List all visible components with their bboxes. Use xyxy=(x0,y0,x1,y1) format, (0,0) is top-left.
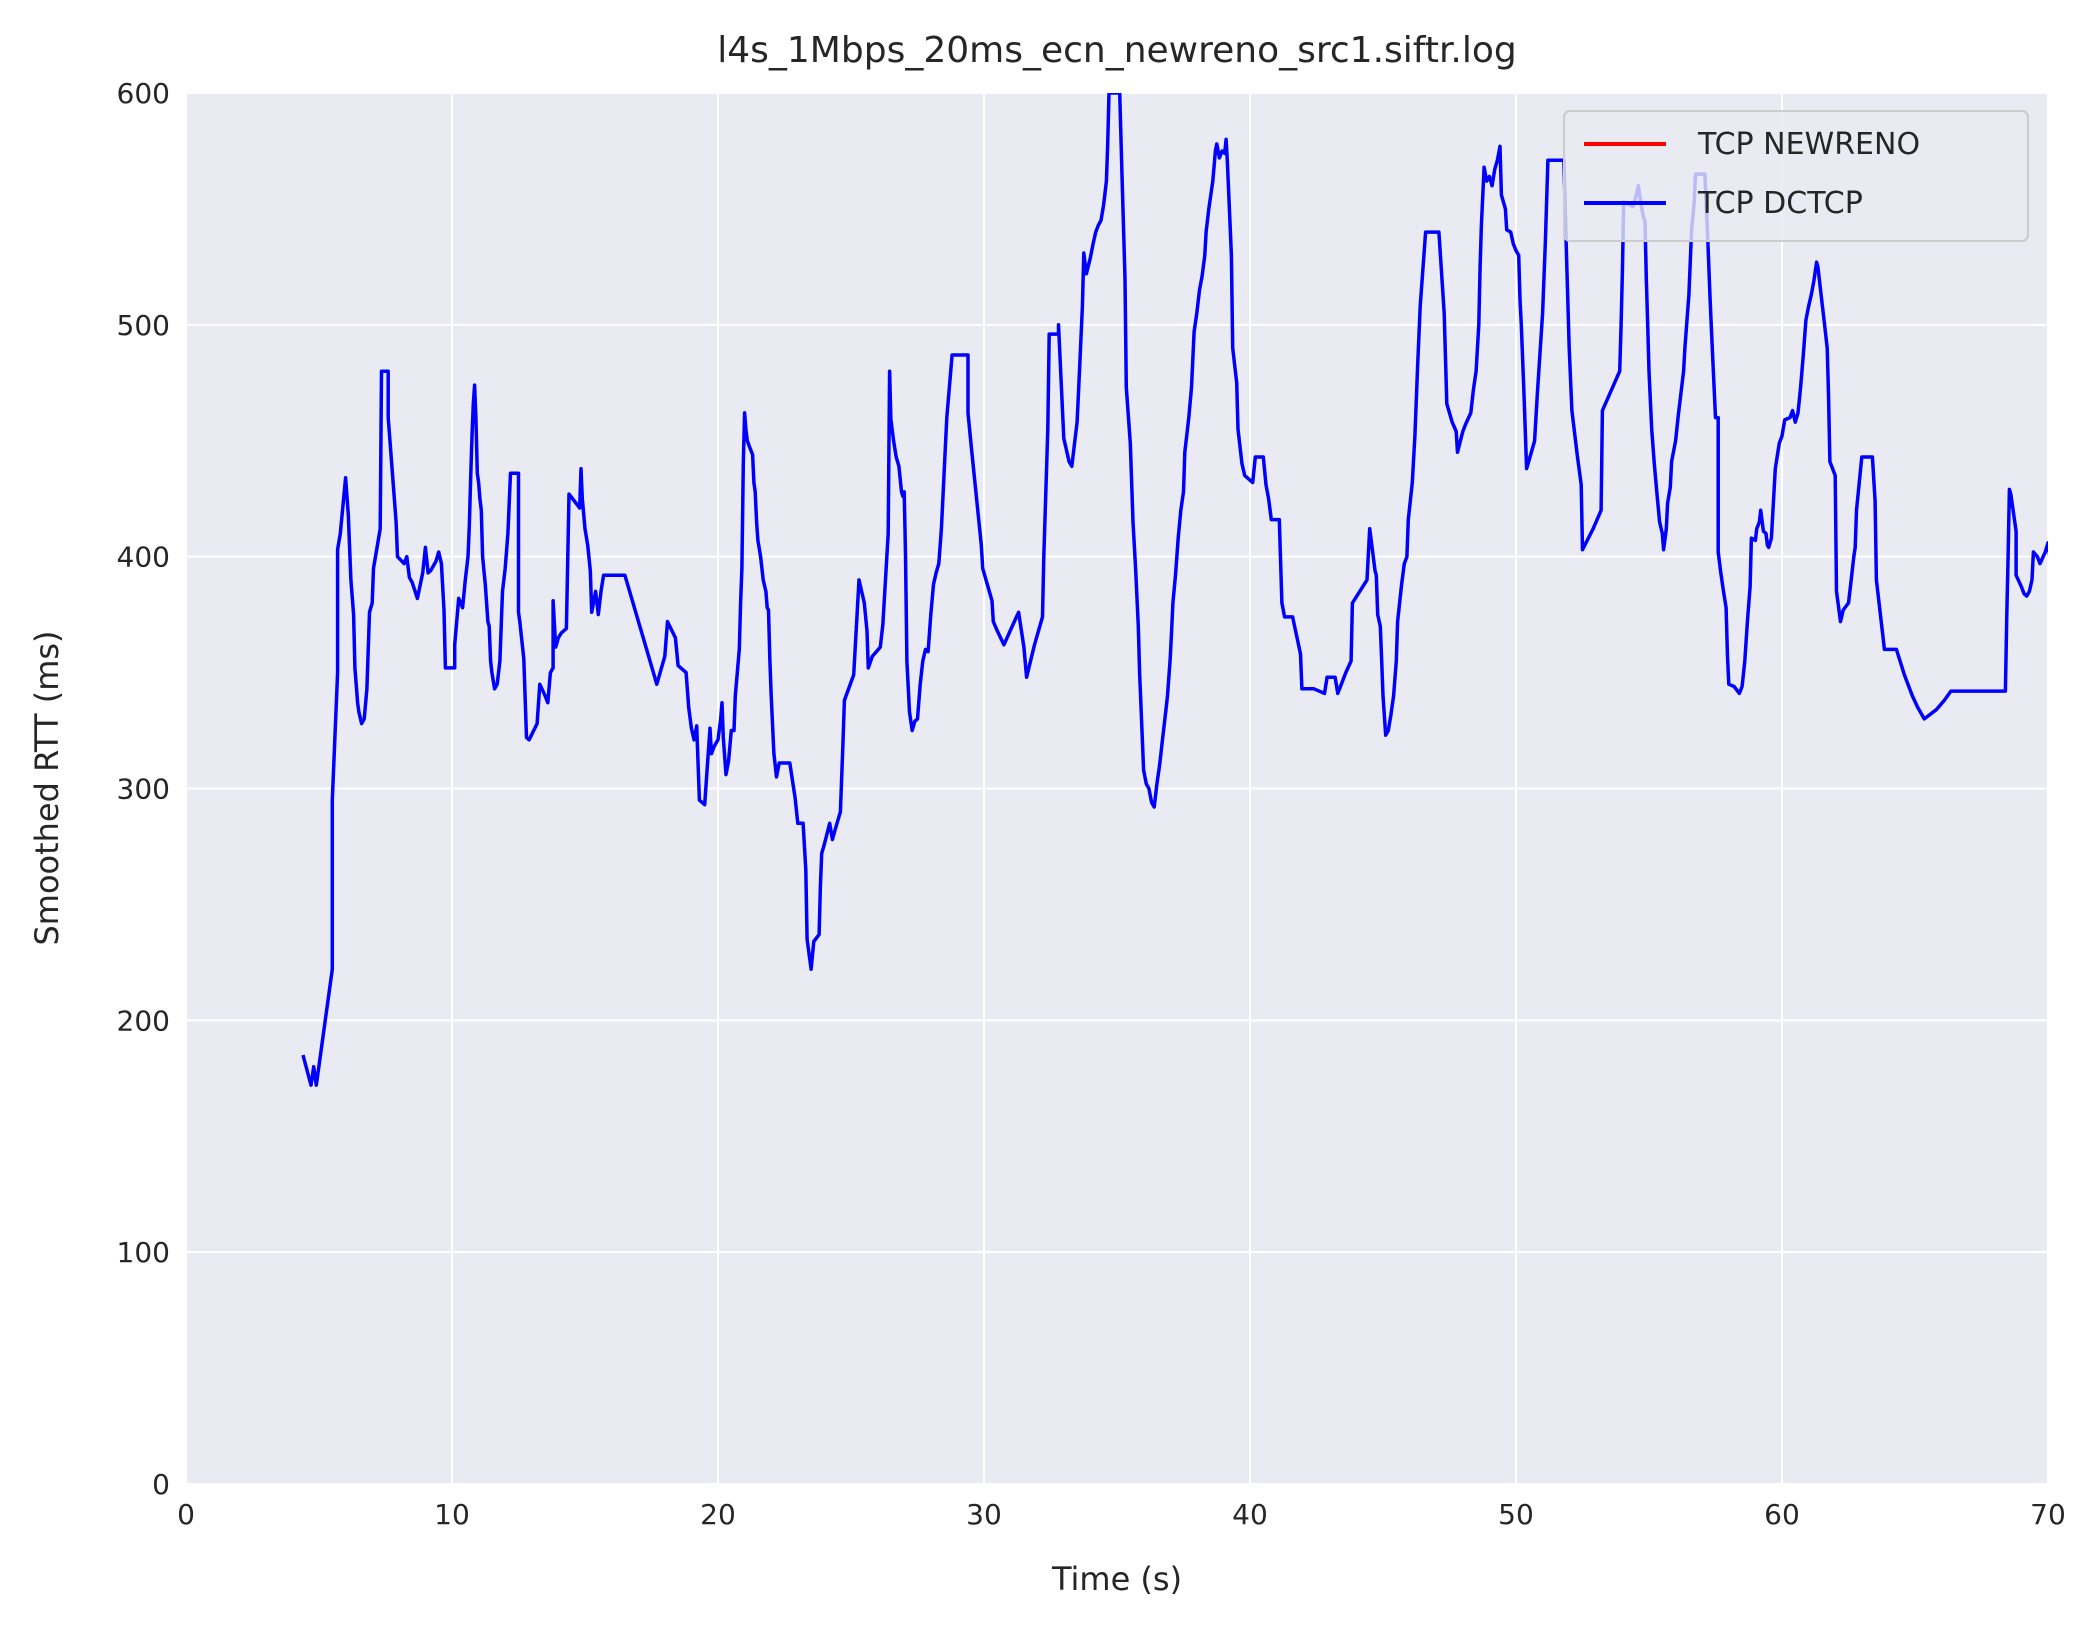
legend: TCP NEWRENO TCP DCTCP xyxy=(1563,110,2029,242)
y-tick-label: 100 xyxy=(117,1236,170,1269)
x-tick-label: 30 xyxy=(966,1498,1002,1531)
series-layer xyxy=(301,93,2048,1087)
x-tick-label: 60 xyxy=(1764,1498,1800,1531)
x-tick-label: 10 xyxy=(434,1498,470,1531)
x-axis-label: Time (s) xyxy=(1051,1560,1182,1598)
y-tick-label: 600 xyxy=(117,77,170,110)
chart-title: l4s_1Mbps_20ms_ecn_newreno_src1.siftr.lo… xyxy=(717,30,1517,71)
y-tick-label: 500 xyxy=(117,309,170,342)
x-tick-label: 0 xyxy=(177,1498,195,1531)
x-axis-ticks: 0 10 20 30 40 50 60 70 xyxy=(177,1498,2066,1531)
y-axis-ticks: 0 100 200 300 400 500 600 xyxy=(117,77,170,1501)
legend-label-newreno: TCP NEWRENO xyxy=(1697,127,1920,162)
grid xyxy=(185,92,2049,1485)
x-tick-label: 40 xyxy=(1232,1498,1268,1531)
y-tick-label: 400 xyxy=(117,541,170,574)
series-line-tcp-dctcp xyxy=(301,93,2048,1087)
y-tick-label: 200 xyxy=(117,1004,170,1037)
x-tick-label: 50 xyxy=(1498,1498,1534,1531)
y-tick-label: 300 xyxy=(117,773,170,806)
x-tick-label: 70 xyxy=(2030,1498,2066,1531)
legend-label-dctcp: TCP DCTCP xyxy=(1697,186,1863,221)
x-tick-label: 20 xyxy=(700,1498,736,1531)
y-axis-label: Smoothed RTT (ms) xyxy=(28,630,66,945)
legend-box xyxy=(1563,110,2029,242)
y-tick-label: 0 xyxy=(152,1468,170,1501)
